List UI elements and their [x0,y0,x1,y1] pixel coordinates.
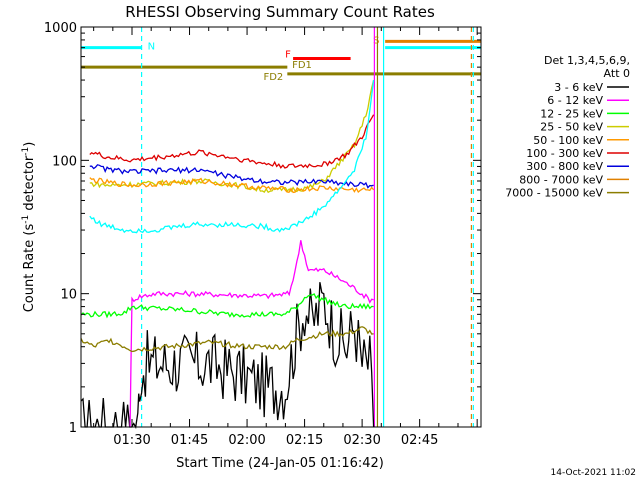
legend-label: 3 - 6 keV [554,81,603,94]
x-tick-label: 02:45 [401,433,438,448]
series-layer [80,79,375,429]
x-axis-ticks: 01:30 01:45 02:00 02:15 02:30 02:45 [93,27,478,448]
x-tick-label: 02:15 [286,433,323,448]
legend-label: 12 - 25 keV [540,107,603,120]
status-bar-label: S [373,35,379,46]
x-tick-label: 01:30 [113,433,150,448]
y-label-part3: ) [22,142,37,147]
series-line [129,240,374,428]
y-label-part1: Count Rate (s [22,224,37,313]
series-line [80,282,375,429]
legend-label: 7000 - 15000 keV [505,187,603,200]
y-axis-label: Count Rate (s-1 detector-1) [21,142,37,313]
status-bar-label: FD1 [292,60,312,71]
y-tick-label: 100 [52,154,77,169]
x-tick-label: 01:45 [171,433,208,448]
x-axis-label: Start Time (24-Jan-05 01:16:42) [176,456,384,471]
series-line [80,326,374,353]
legend-label: 6 - 12 keV [547,94,603,107]
legend-header-2: Att 0 [604,67,630,80]
y-tick-label: 1 [69,421,77,436]
y-tick-label: 1000 [44,21,77,36]
y-axis-ticks: 1 10 100 1000 [44,21,481,436]
legend-label: 100 - 300 keV [526,147,603,160]
y-label-sup1: -1 [21,215,31,224]
legend-label: 800 - 7000 keV [519,173,603,186]
plot-frame [80,26,482,428]
series-line [80,293,374,319]
timestamp: 14-Oct-2021 11:02 [551,468,636,478]
series-line [89,177,375,194]
legend-label: 50 - 100 keV [533,134,603,147]
series-line [89,114,375,169]
legend-label: 25 - 50 keV [540,121,603,134]
y-label-sup2: -1 [21,147,31,156]
legend-header-1: Det 1,3,4,5,6,9, [544,54,630,67]
status-bar-label: FD2 [263,72,283,83]
vertical-markers [140,27,474,427]
x-tick-label: 02:30 [343,433,380,448]
chart-title: RHESSI Observing Summary Count Rates [125,3,435,21]
series-line [89,80,375,234]
series-line [89,164,374,189]
series-line [89,79,375,194]
x-tick-label: 02:00 [228,433,265,448]
status-bar-label: N [148,42,155,53]
legend-label: 300 - 800 keV [526,160,603,173]
status-bar-label: F [285,50,291,61]
y-tick-label: 10 [60,288,77,303]
y-label-part2: detector [22,155,37,215]
